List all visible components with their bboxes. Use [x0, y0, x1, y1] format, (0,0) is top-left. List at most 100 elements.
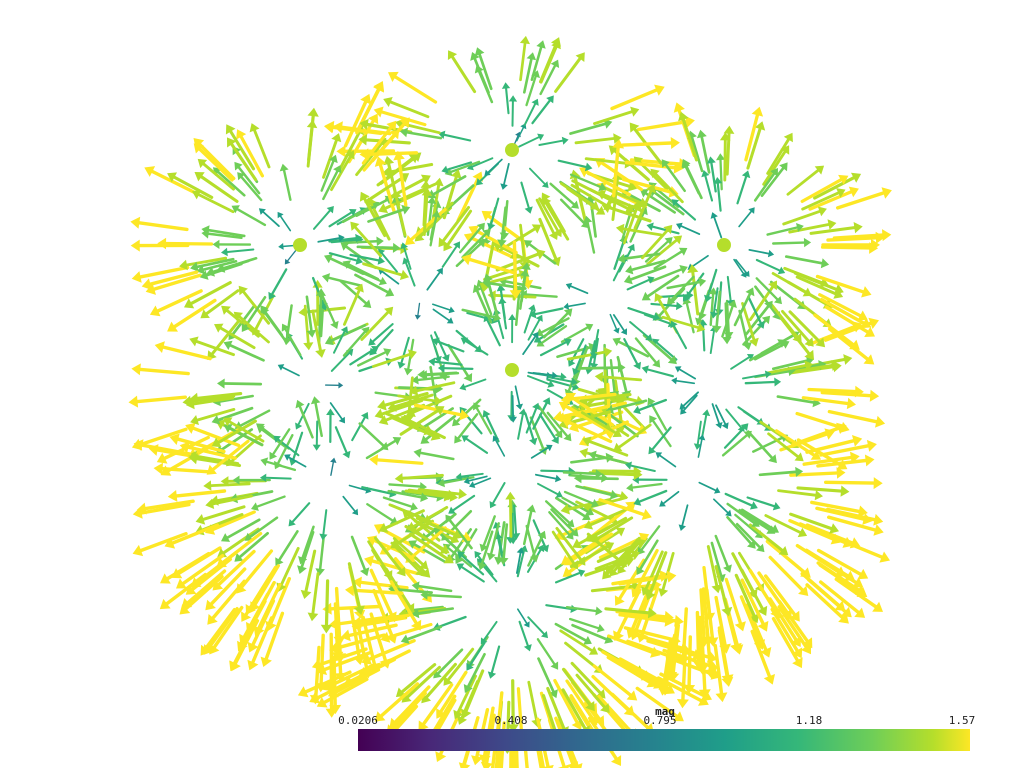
vector-glyph-head — [273, 435, 281, 443]
vector-glyph-head — [189, 336, 199, 347]
vector-glyph — [468, 641, 486, 667]
vector-glyph — [713, 216, 723, 239]
vector-glyph — [393, 557, 428, 598]
vector-glyph — [202, 505, 246, 521]
glyph-group — [128, 35, 892, 768]
vector-glyph-head — [565, 282, 573, 290]
vector-glyph — [622, 227, 663, 237]
vector-glyph — [744, 380, 776, 385]
vector-glyph — [754, 285, 778, 316]
vector-glyph — [406, 625, 443, 641]
vector-glyph-head — [358, 134, 368, 146]
vector-glyph-head — [673, 102, 685, 113]
vector-glyph-head — [324, 254, 333, 264]
vector-glyph-head — [359, 191, 370, 202]
vector-glyph-head — [394, 473, 404, 484]
vector-glyph-head — [331, 133, 342, 143]
vector-glyph-head — [338, 234, 345, 242]
vector-glyph — [349, 607, 361, 658]
vector-glyph — [516, 687, 524, 735]
vector-glyph — [330, 155, 352, 192]
vector-glyph — [409, 532, 449, 561]
vector-glyph — [684, 164, 703, 200]
vector-glyph — [172, 175, 214, 199]
vector-glyph-head — [315, 568, 325, 576]
vector-glyph — [819, 444, 870, 457]
vector-glyph-head — [190, 415, 199, 425]
vector-glyph — [539, 341, 567, 357]
vector-glyph — [352, 588, 404, 595]
vector-glyph-head — [194, 172, 205, 182]
vector-glyph — [400, 336, 410, 364]
vector-glyph-head — [437, 478, 445, 488]
vector-glyph — [242, 290, 271, 325]
vector-glyph-head — [547, 380, 555, 388]
vector-glyph — [540, 317, 570, 334]
vector-glyph — [474, 229, 518, 255]
vector-glyph-head — [774, 296, 782, 305]
vector-glyph-head — [459, 409, 470, 421]
vector-glyph-head — [237, 172, 246, 181]
vector-glyph — [655, 341, 678, 361]
vector-glyph-head — [251, 502, 259, 511]
vector-glyph-head — [373, 81, 385, 92]
vector-glyph-head — [864, 326, 875, 337]
vector-glyph-head — [696, 322, 706, 333]
vector-glyph-head — [678, 524, 686, 531]
vector-glyph — [217, 406, 254, 422]
vector-glyph — [272, 428, 291, 456]
vector-glyph — [394, 587, 433, 594]
vector-glyph — [707, 268, 718, 298]
vector-glyph-head — [312, 444, 321, 451]
vector-glyph — [618, 575, 670, 586]
vector-glyph — [594, 453, 630, 465]
vector-glyph — [494, 439, 506, 457]
vector-glyph — [565, 679, 594, 720]
vector-glyph — [486, 279, 499, 316]
vector-glyph — [503, 162, 510, 186]
vector-glyph — [516, 550, 525, 578]
vector-glyph — [320, 160, 335, 192]
vector-glyph — [832, 233, 884, 240]
vector-glyph-head — [671, 377, 678, 385]
vector-glyph-head — [680, 407, 687, 415]
vector-glyph — [578, 521, 618, 545]
vector-glyph-head — [523, 621, 530, 628]
vector-glyph-head — [387, 401, 397, 412]
vector-glyph — [623, 626, 674, 642]
vector-glyph-head — [315, 683, 328, 693]
vector-glyph — [301, 525, 315, 559]
vector-glyph — [381, 252, 398, 273]
vector-glyph-head — [673, 161, 684, 174]
vector-glyph — [796, 486, 843, 493]
vector-glyph-head — [715, 422, 723, 429]
vector-glyph — [441, 206, 470, 243]
vector-glyph — [771, 359, 809, 371]
vector-glyph-head — [200, 644, 211, 656]
vector-glyph — [349, 348, 375, 366]
vector-glyph — [788, 310, 821, 343]
vector-glyph — [805, 523, 854, 545]
glyph-center-marker — [505, 363, 519, 377]
vector-glyph-head — [474, 47, 485, 57]
vector-glyph — [527, 536, 544, 567]
vector-glyph — [526, 548, 542, 573]
vector-glyph-head — [723, 125, 735, 134]
vector-glyph — [818, 293, 862, 318]
vector-glyph — [262, 211, 280, 228]
vector-glyph-head — [696, 129, 707, 139]
vector-glyph-head — [427, 196, 437, 204]
vector-glyph — [465, 437, 489, 454]
vector-glyph-head — [359, 118, 369, 130]
vector-glyph — [176, 437, 226, 454]
vector-glyph — [436, 648, 464, 675]
vector-glyph — [827, 409, 878, 424]
vector-glyph — [580, 366, 620, 370]
vector-glyph-head — [411, 375, 419, 385]
vector-glyph-head — [430, 430, 441, 441]
vector-glyph — [456, 674, 477, 714]
vector-glyph — [229, 129, 256, 171]
vector-glyph — [432, 175, 467, 196]
vector-glyph — [598, 498, 646, 517]
